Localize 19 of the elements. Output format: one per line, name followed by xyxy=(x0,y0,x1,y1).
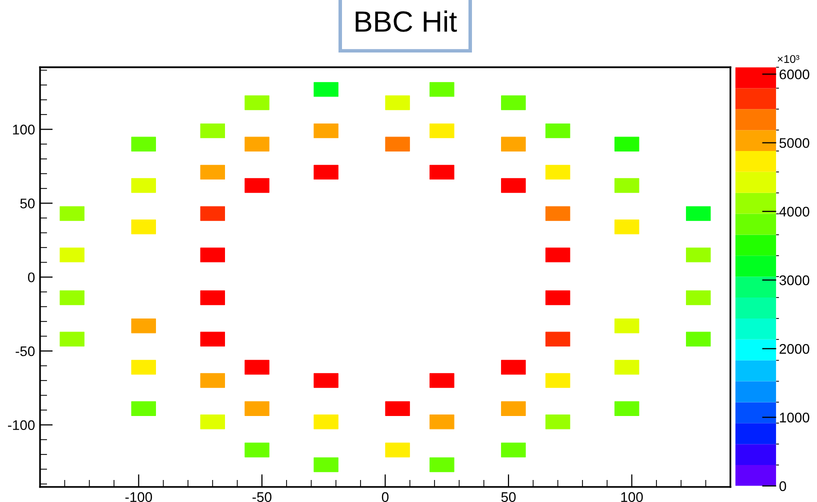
x-tick-label: 50 xyxy=(501,492,516,502)
y-tick-label: 50 xyxy=(20,198,35,208)
x-tick-label: -100 xyxy=(125,492,152,502)
color-bar-label: 1000 xyxy=(780,412,810,422)
y-tick-label: -100 xyxy=(8,420,35,430)
color-bar-label: 6000 xyxy=(780,69,810,80)
x-tick-label: 100 xyxy=(621,492,643,502)
chart-title: BBC Hit xyxy=(356,10,457,32)
y-tick-label: -50 xyxy=(16,346,35,356)
x-tick-label: -50 xyxy=(252,492,272,502)
color-bar-label: 2000 xyxy=(780,344,810,354)
y-tick-label: 100 xyxy=(13,124,35,134)
color-bar-title: ×10³ xyxy=(778,55,800,63)
y-tick-label: 0 xyxy=(28,272,35,282)
x-tick-label: 0 xyxy=(382,492,389,502)
color-bar-label: 0 xyxy=(779,481,786,492)
color-bar-label: 3000 xyxy=(779,275,810,286)
color-bar-label: 5000 xyxy=(779,138,810,148)
color-bar-label: 4000 xyxy=(779,206,810,217)
